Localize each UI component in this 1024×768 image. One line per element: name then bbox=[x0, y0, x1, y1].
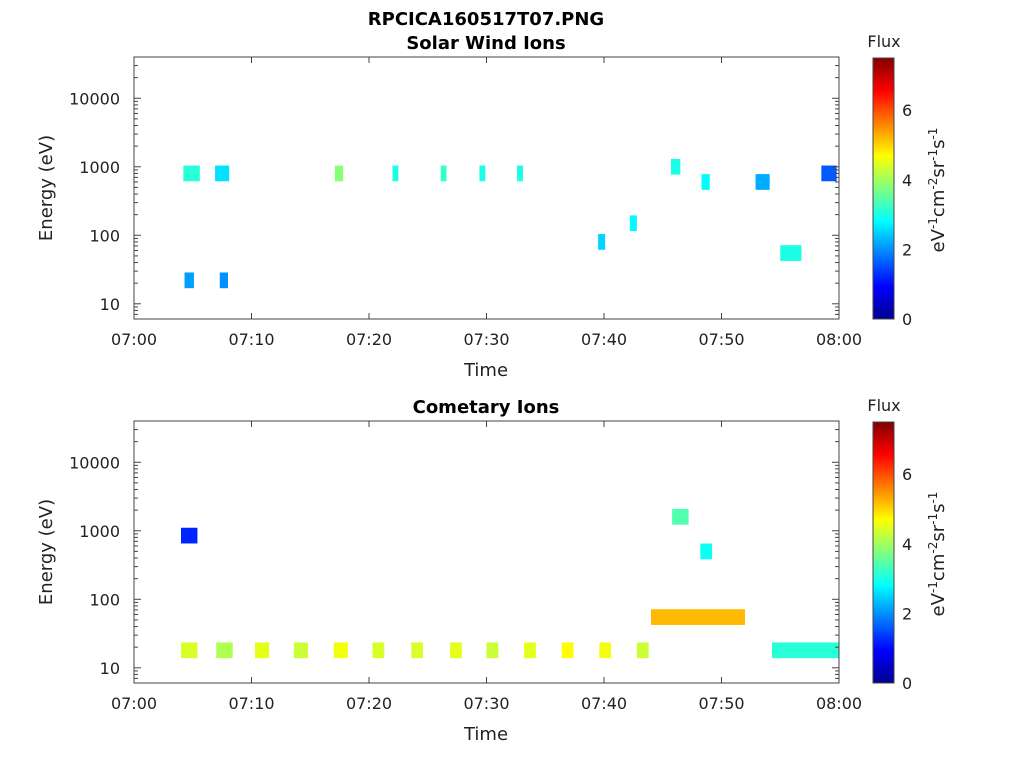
panel-cometary-ions: Cometary Ions 07:00 07:10 07:20 07:30 07:40 0… bbox=[36, 396, 949, 745]
x-tick-label: 08:00 bbox=[816, 330, 862, 349]
heatmap-cell bbox=[181, 642, 198, 659]
panel-solar-wind-ions: Solar Wind Ions 07:00 07:10 07:20 07:30 07:4… bbox=[36, 32, 949, 381]
colorbar-tick-label: 0 bbox=[902, 674, 912, 693]
heatmap-cell bbox=[183, 165, 200, 182]
heatmap-cell bbox=[411, 642, 424, 659]
y-tick-label: 100 bbox=[89, 226, 120, 245]
heatmap-cell bbox=[701, 174, 710, 190]
heatmap-cell bbox=[636, 642, 649, 659]
x-tick-label: 07:10 bbox=[228, 330, 274, 349]
heatmap-cell bbox=[670, 158, 681, 175]
colorbar-ticks-cometary: 0 2 4 6 bbox=[902, 465, 912, 693]
colorbar-tick-label: 6 bbox=[902, 101, 912, 120]
x-tick-label: 07:30 bbox=[463, 694, 509, 713]
panel-title-cometary: Cometary Ions bbox=[413, 397, 560, 418]
heatmap-cell bbox=[486, 642, 499, 659]
colorbar-solar-wind bbox=[872, 57, 895, 320]
heatmap-cells-cometary bbox=[181, 508, 839, 659]
colorbar-label-cometary: Flux bbox=[867, 396, 900, 415]
colorbar-tick-label: 6 bbox=[902, 465, 912, 484]
heatmap-cell bbox=[599, 642, 612, 659]
x-tick-label: 07:50 bbox=[698, 330, 744, 349]
x-tick-label: 07:00 bbox=[111, 330, 157, 349]
x-tick-label: 07:20 bbox=[346, 694, 392, 713]
heatmap-cell bbox=[255, 642, 270, 659]
heatmap-cell bbox=[333, 642, 348, 659]
x-tick-label: 08:00 bbox=[816, 694, 862, 713]
colorbar-tick-label: 2 bbox=[902, 240, 912, 259]
y-tick-label: 10000 bbox=[69, 89, 120, 108]
colorbar-cometary bbox=[872, 421, 895, 684]
heatmap-cell bbox=[219, 272, 228, 289]
heatmap-cell bbox=[293, 642, 308, 659]
heatmap-cell bbox=[780, 245, 802, 261]
heatmap-cell bbox=[629, 215, 637, 232]
colorbar-unit-label-cometary: eV-1cm-2sr-1s-1 bbox=[926, 492, 949, 617]
heatmap-cell bbox=[651, 609, 745, 625]
x-axis-cometary: 07:00 07:10 07:20 07:30 07:40 07:50 08:00 bbox=[111, 421, 862, 713]
y-tick-label: 1000 bbox=[79, 522, 120, 541]
heatmap-cell bbox=[479, 165, 486, 182]
heatmap-cell bbox=[700, 543, 713, 560]
x-tick-label: 07:30 bbox=[463, 330, 509, 349]
heatmap-cell bbox=[216, 642, 233, 659]
colorbar-tick-label: 2 bbox=[902, 604, 912, 623]
heatmap-cell bbox=[334, 165, 344, 182]
heatmap-cell bbox=[755, 174, 770, 190]
heatmap-cell bbox=[181, 527, 198, 544]
x-tick-label: 07:20 bbox=[346, 330, 392, 349]
y-tick-label: 10000 bbox=[69, 453, 120, 472]
y-tick-label: 100 bbox=[89, 590, 120, 609]
y-tick-label: 1000 bbox=[79, 158, 120, 177]
heatmap-cell bbox=[598, 234, 606, 250]
y-tick-label: 10 bbox=[100, 295, 120, 314]
heatmap-cell bbox=[772, 642, 839, 659]
y-axis-solar-wind: 10 100 1000 10000 bbox=[69, 56, 839, 320]
x-tick-label: 07:10 bbox=[228, 694, 274, 713]
heatmap-cell bbox=[215, 165, 230, 182]
heatmap-cell bbox=[450, 642, 462, 659]
colorbar-tick-label: 4 bbox=[902, 171, 912, 190]
heatmap-cell bbox=[821, 165, 837, 182]
heatmap-cell bbox=[440, 165, 447, 182]
heatmap-cell bbox=[524, 642, 536, 659]
colorbar-ticks-solar-wind: 0 2 4 6 bbox=[902, 101, 912, 329]
figure-filename-title: RPCICA160517T07.PNG bbox=[368, 9, 604, 30]
heatmap-cell bbox=[372, 642, 385, 659]
x-tick-label: 07:00 bbox=[111, 694, 157, 713]
heatmap-cell bbox=[561, 642, 574, 659]
colorbar-tick-label: 0 bbox=[902, 310, 912, 329]
y-axis-label-cometary: Energy (eV) bbox=[36, 499, 57, 605]
colorbar-label-solar-wind: Flux bbox=[867, 32, 900, 51]
x-axis-solar-wind: 07:00 07:10 07:20 07:30 07:40 07:50 08:00 bbox=[111, 57, 862, 349]
colorbar-unit-label-solar-wind: eV-1cm-2sr-1s-1 bbox=[926, 128, 949, 253]
heatmap-cell bbox=[517, 165, 523, 182]
heatmap-cell bbox=[184, 272, 194, 289]
panel-title-solar-wind: Solar Wind Ions bbox=[406, 33, 565, 54]
x-axis-label-solar-wind: Time bbox=[463, 360, 508, 381]
y-axis-label-solar-wind: Energy (eV) bbox=[36, 135, 57, 241]
x-tick-label: 07:40 bbox=[581, 330, 627, 349]
x-tick-label: 07:40 bbox=[581, 694, 627, 713]
x-tick-label: 07:50 bbox=[698, 694, 744, 713]
plot-frame-solar-wind bbox=[133, 56, 840, 320]
heatmap-cell bbox=[672, 508, 689, 525]
colorbar-tick-label: 4 bbox=[902, 535, 912, 554]
x-axis-label-cometary: Time bbox=[463, 724, 508, 745]
y-axis-cometary: 10 100 1000 10000 bbox=[69, 420, 839, 684]
heatmap-cells-solar-wind bbox=[183, 158, 837, 289]
y-tick-label: 10 bbox=[100, 659, 120, 678]
heatmap-cell bbox=[392, 165, 399, 182]
